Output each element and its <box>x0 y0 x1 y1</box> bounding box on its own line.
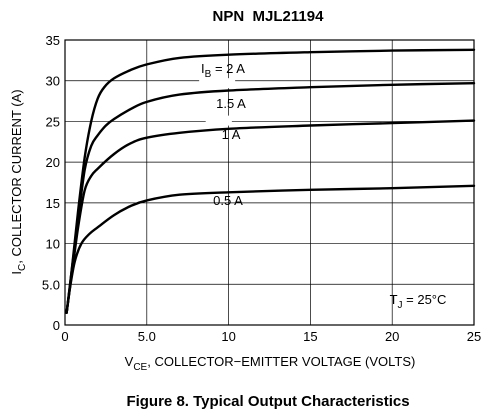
curve-ib-1p5-A <box>65 82 476 314</box>
y-tick-label: 35 <box>46 33 60 48</box>
curve-layer <box>65 48 476 314</box>
y-tick-label: 20 <box>46 155 60 170</box>
annotation-main: T <box>390 292 398 307</box>
annotation-sub: J <box>398 300 403 311</box>
y-tick-label: 25 <box>46 114 60 129</box>
y-tick-label: 15 <box>46 196 60 211</box>
y-tick-label: 30 <box>46 74 60 89</box>
x-axis-label-rest: , COLLECTOR−EMITTER VOLTAGE (VOLTS) <box>147 354 415 369</box>
curve-label-rest: = 2 A <box>211 61 245 76</box>
curve-label-sub: B <box>205 69 212 80</box>
x-tick-label: 20 <box>385 329 399 344</box>
curve-label-layer: 0.5 A 1 A 1.5 A IB = 2 A <box>197 61 246 208</box>
x-axis-label-main: V <box>125 354 134 369</box>
y-tick-label: 5.0 <box>42 277 60 292</box>
curve-label-gap <box>197 180 227 191</box>
x-tick-label: 0 <box>61 329 68 344</box>
x-tick-label: 10 <box>221 329 235 344</box>
curve-ib-0p5-A <box>65 184 476 314</box>
curve-label: 0.5 A <box>213 193 243 208</box>
x-axis-label-sub: CE <box>133 362 147 373</box>
curve-label-gap <box>205 115 232 126</box>
curve-label: 1.5 A <box>216 96 246 111</box>
curve-label-gap <box>199 78 236 89</box>
y-tick-label: 0 <box>53 318 60 333</box>
temperature-annotation: TJ = 25°C <box>390 292 447 311</box>
curve-ib-1-A <box>65 119 476 314</box>
y-tick-labels: 0 5.0 10 15 20 25 30 35 <box>42 33 60 333</box>
plot-area-frame <box>64 39 475 326</box>
annotation-rest: = 25°C <box>403 292 447 307</box>
curve-label: IB = 2 A <box>201 61 245 80</box>
curve-ib-2-A <box>65 48 476 314</box>
gridlines <box>65 40 474 325</box>
x-tick-labels: 0 5.0 10 15 20 25 <box>61 329 481 344</box>
curve-label: 1 A <box>222 127 241 142</box>
x-tick-label: 5.0 <box>138 329 156 344</box>
x-axis-label: VCE, COLLECTOR−EMITTER VOLTAGE (VOLTS) <box>125 354 416 373</box>
curve-label-main: I <box>201 61 205 76</box>
y-axis-label-main: I <box>9 271 24 275</box>
chart-title: NPN MJL21194 <box>213 8 325 25</box>
y-axis-label-sub: C <box>17 264 28 271</box>
y-axis-label-rest: , COLLECTOR CURRENT (A) <box>9 89 24 263</box>
y-axis-label: IC, COLLECTOR CURRENT (A) <box>9 89 28 274</box>
figure-caption: Figure 8. Typical Output Characteristics <box>126 393 409 410</box>
x-tick-label: 15 <box>303 329 317 344</box>
y-tick-label: 10 <box>46 237 60 252</box>
x-tick-label: 25 <box>467 329 481 344</box>
